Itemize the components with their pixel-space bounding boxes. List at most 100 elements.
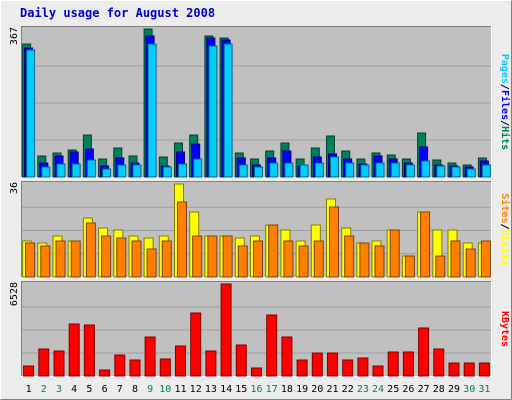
legend-hits: Hits xyxy=(499,126,511,150)
bar-kbytes xyxy=(387,351,399,377)
bar-sites xyxy=(207,235,218,278)
bar-kbytes xyxy=(99,369,111,377)
bar-sites xyxy=(85,222,96,278)
bar-pages xyxy=(56,163,66,178)
bar-sites xyxy=(131,240,142,278)
bar-kbytes xyxy=(23,365,35,377)
chart-title: Daily usage for August 2008 xyxy=(20,6,215,20)
bar-sites xyxy=(344,235,355,278)
day-label: 25 xyxy=(387,384,399,395)
axis-max-label: 36 xyxy=(9,182,20,194)
day-label: 23 xyxy=(357,384,369,395)
day-label: 21 xyxy=(326,384,338,395)
day-label: 15 xyxy=(235,384,247,395)
bar-kbytes xyxy=(433,348,445,377)
bar-pages xyxy=(178,163,187,178)
bar-sites xyxy=(404,255,415,278)
bar-kbytes xyxy=(114,354,126,377)
bar-sites xyxy=(435,255,446,278)
bar-pages xyxy=(254,166,263,178)
bar-sites xyxy=(177,201,187,278)
day-label: 16 xyxy=(250,384,262,395)
day-label: 4 xyxy=(71,384,77,395)
bar-sites xyxy=(40,245,51,278)
bar-sites xyxy=(55,240,66,278)
bar-kbytes xyxy=(38,348,50,377)
bar-kbytes xyxy=(53,350,65,377)
bar-sites xyxy=(116,237,127,278)
day-label: 11 xyxy=(174,384,186,395)
day-label: 29 xyxy=(448,384,460,395)
day-label: 6 xyxy=(102,384,108,395)
bar-pages xyxy=(345,162,355,178)
bar-pages xyxy=(132,164,142,178)
bar-pages xyxy=(299,164,309,178)
bar-sites xyxy=(465,248,476,278)
day-label: 12 xyxy=(190,384,202,395)
day-label: 20 xyxy=(311,384,323,395)
bar-kbytes xyxy=(448,362,460,377)
day-label: 1 xyxy=(26,384,32,395)
bar-pages xyxy=(451,166,461,178)
side-legend: Pages/Files/Hits xyxy=(499,54,511,150)
bar-sites xyxy=(70,240,81,278)
bar-pages xyxy=(360,164,370,178)
visits-panel: 36 Sites/Visits xyxy=(9,181,511,278)
bar-sites xyxy=(101,235,112,278)
bar-kbytes xyxy=(175,345,186,377)
bar-pages xyxy=(330,156,339,178)
legend-separator: / xyxy=(499,84,510,90)
bar-kbytes xyxy=(402,351,414,377)
bar-sites xyxy=(283,240,294,278)
day-label: 19 xyxy=(296,384,308,395)
bar-pages xyxy=(405,164,415,178)
bar-pages xyxy=(269,162,279,178)
bar-kbytes xyxy=(190,312,202,377)
bar-kbytes xyxy=(418,327,430,377)
bar-sites xyxy=(237,245,248,278)
bar-pages xyxy=(390,162,400,178)
bar-pages xyxy=(117,164,127,178)
bar-pages xyxy=(466,168,476,178)
bar-pages xyxy=(162,166,172,178)
legend-separator: / xyxy=(499,223,510,229)
day-label: 3 xyxy=(56,384,62,395)
legend-sites: Sites xyxy=(499,193,511,223)
bar-sites xyxy=(480,240,491,278)
day-label: 28 xyxy=(433,384,445,395)
bar-kbytes xyxy=(311,352,323,377)
bar-pages xyxy=(314,162,324,178)
axis-max-label: 6528 xyxy=(9,282,20,306)
bar-pages xyxy=(481,164,491,178)
bar-sites xyxy=(313,240,324,278)
bar-pages xyxy=(208,45,218,178)
legend-separator: / xyxy=(499,120,510,126)
bar-pages xyxy=(102,168,112,178)
bar-kbytes xyxy=(281,336,293,377)
bar-sites xyxy=(161,240,172,278)
day-label: 14 xyxy=(220,384,232,395)
day-label: 13 xyxy=(205,384,217,395)
legend-files: Files xyxy=(499,90,511,120)
kbytes-panel: 6528 KBytes xyxy=(9,281,510,377)
plot-area xyxy=(21,26,492,178)
bar-pages xyxy=(71,163,81,178)
bar-kbytes xyxy=(342,359,354,377)
bar-pages xyxy=(223,43,233,178)
bar-kbytes xyxy=(296,359,308,377)
bar-pages xyxy=(147,43,157,178)
bar-sites xyxy=(146,248,157,278)
legend-visits: Visits xyxy=(499,230,511,266)
bar-sites xyxy=(192,235,203,278)
bar-kbytes xyxy=(327,352,338,377)
bar-kbytes xyxy=(129,359,141,377)
bar-kbytes xyxy=(205,350,217,377)
legend-pages: Pages xyxy=(499,54,510,84)
bar-sites xyxy=(222,235,233,278)
day-label: 7 xyxy=(117,384,123,395)
bar-sites xyxy=(25,242,36,278)
day-label: 2 xyxy=(41,384,47,395)
day-label: 30 xyxy=(463,384,475,395)
